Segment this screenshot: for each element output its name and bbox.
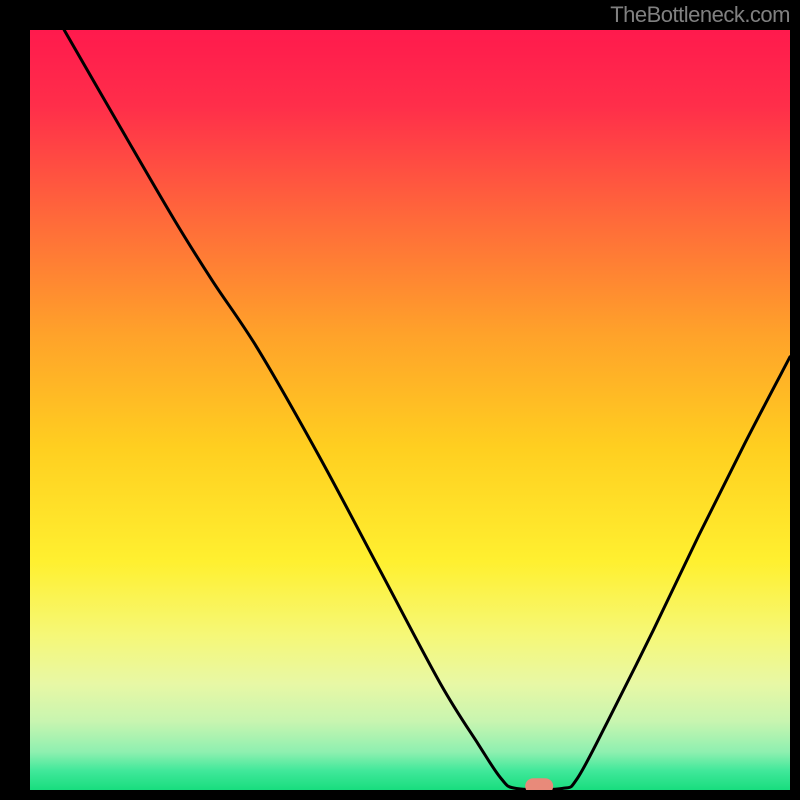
curve-path (64, 30, 790, 790)
watermark-text: TheBottleneck.com (610, 2, 790, 28)
bottleneck-curve (30, 30, 790, 790)
minimum-marker (525, 778, 553, 790)
plot-area (30, 30, 790, 790)
